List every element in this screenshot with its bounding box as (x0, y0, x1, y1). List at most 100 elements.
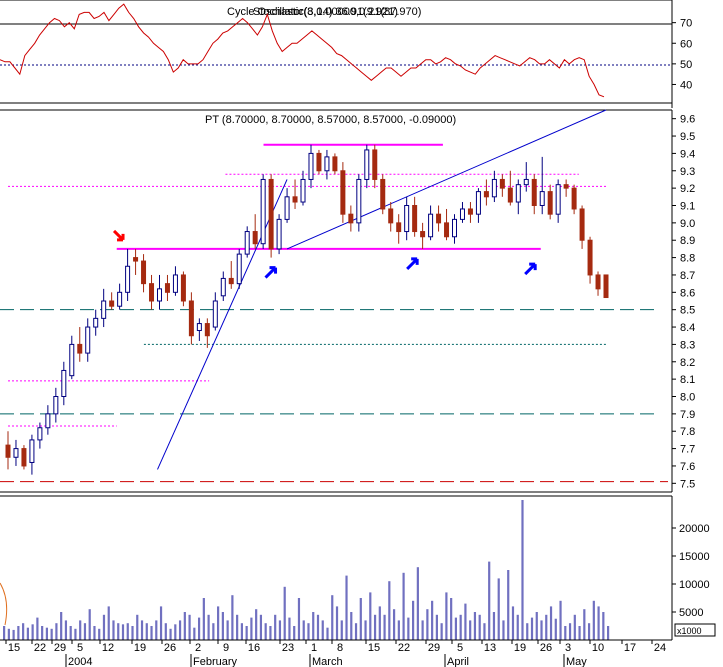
candle-down (436, 213, 442, 224)
volume-bar (155, 620, 158, 640)
candle-up (29, 439, 35, 463)
x-day-label: 15 (368, 642, 380, 654)
volume-bar (207, 614, 210, 640)
volume-bar (293, 626, 296, 640)
volume-bar (435, 614, 438, 640)
candle-up (212, 300, 218, 328)
candle-up (324, 156, 330, 172)
volume-bar (464, 603, 467, 640)
volume-bar (421, 620, 424, 640)
volume-bar (392, 609, 396, 640)
volume-bar (264, 623, 267, 640)
volume-bar (140, 620, 144, 640)
volume-bar (93, 626, 96, 640)
volume-bar (488, 561, 491, 640)
volume-bar (583, 609, 586, 640)
price-tick-label: 9.0 (680, 218, 695, 230)
price-tick-label: 9.2 (680, 183, 695, 195)
candle-down (77, 343, 83, 354)
oscillator-line (0, 3, 605, 98)
volume-bar (335, 606, 339, 640)
volume-bar (412, 600, 415, 640)
volume-bar (36, 617, 39, 640)
volume-unit-box (674, 623, 716, 637)
candle-up (555, 184, 561, 215)
volume-panel: 20000 15000 10000 5000 x1000 (0, 495, 716, 640)
x-month-label: 2004 (68, 656, 92, 667)
price-tick-label: 8.5 (680, 305, 695, 317)
candle-down (531, 178, 537, 206)
x-month-label: March (312, 656, 343, 667)
volume-bar (378, 606, 381, 640)
volume-bar (240, 623, 243, 640)
price-tick-label: 7.6 (680, 461, 695, 473)
candle-up (356, 178, 362, 224)
volume-bar (354, 623, 358, 640)
candle-up (491, 178, 497, 198)
candle-up (37, 427, 43, 441)
volume-bar (516, 614, 519, 640)
candle-down (228, 277, 234, 285)
volume-bar (445, 592, 448, 640)
volume-bar (64, 620, 68, 640)
volume-tick-label: 5000 (679, 607, 703, 619)
price-axis: 9.6 9.5 9.4 9.3 9.2 9.1 9.0 8.9 8.8 8.7 8.6 8.5 8.4 8… (672, 114, 695, 490)
volume-bar (535, 612, 538, 640)
volume-unit-label: x1000 (677, 626, 702, 636)
x-day-label: 13 (484, 642, 496, 654)
candle-up (156, 288, 162, 302)
volume-bar (331, 595, 334, 640)
volume-bar (478, 614, 481, 640)
volume-bar (221, 612, 224, 640)
blue-arrow (264, 266, 278, 279)
volume-bar (530, 617, 534, 640)
volume-bar (545, 614, 548, 640)
candle-down (380, 178, 386, 210)
candle-up (101, 300, 107, 319)
volume-bar (126, 623, 129, 640)
x-axis-month-labels: 2004 February March April May (65, 654, 587, 667)
volume-bar (164, 623, 167, 640)
x-day-label: 3 (565, 642, 571, 654)
x-day-label: 19 (514, 642, 526, 654)
volume-bar (178, 620, 182, 640)
candle-up (284, 196, 290, 220)
channel-lower-line (157, 179, 288, 470)
volume-bar (50, 628, 53, 640)
price-tick-label: 9.3 (680, 166, 695, 178)
red-arrow (112, 229, 125, 242)
volume-bar (231, 595, 234, 640)
candle-up (220, 277, 226, 297)
volume-bar (26, 627, 29, 640)
volume-bar (564, 626, 567, 640)
volume-bar (587, 623, 591, 640)
candle-down (388, 208, 394, 224)
x-day-label: 22 (34, 642, 46, 654)
volume-axis: 20000 15000 10000 5000 (672, 523, 710, 619)
oscillator-panel: Cycle Oscillator(8,0.00000,0.21(87.970) … (0, 0, 692, 108)
x-month-label: May (566, 656, 587, 667)
volume-bars (3, 500, 610, 640)
price-tick-label: 7.7 (680, 444, 695, 456)
volume-bar (217, 606, 220, 640)
volume-bar (112, 620, 115, 640)
volume-bar (340, 620, 343, 640)
volume-bar (502, 620, 505, 640)
price-tick-label: 8.9 (680, 235, 695, 247)
candle-up (172, 274, 178, 293)
candle-up (523, 178, 529, 186)
volume-bar (312, 612, 315, 640)
candle-up (69, 343, 75, 377)
candle-up (475, 191, 481, 215)
volume-bar (440, 623, 443, 640)
price-tick-label: 8.7 (680, 270, 695, 282)
x-day-label: 26 (540, 642, 552, 654)
candle-down (587, 239, 593, 276)
volume-bar (60, 612, 63, 640)
candle-down (340, 170, 346, 215)
candle-down (571, 187, 577, 210)
candle-up (117, 291, 123, 307)
volume-bar (459, 614, 462, 640)
volume-bar (540, 620, 543, 640)
